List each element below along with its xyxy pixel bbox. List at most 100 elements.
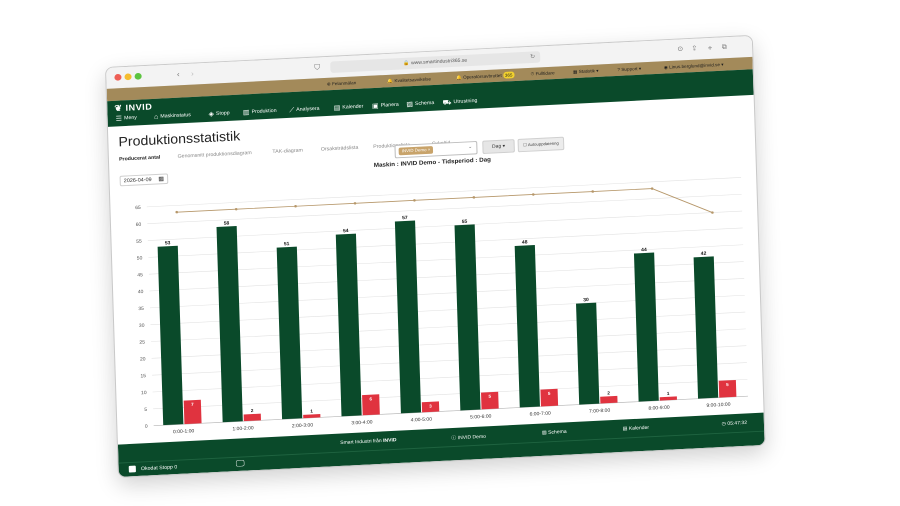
y-tick-label: 15 bbox=[140, 373, 146, 379]
nav-label: Schema bbox=[414, 100, 435, 107]
bar-rejected bbox=[481, 391, 499, 410]
monitor-icon[interactable]: 🖵 bbox=[235, 458, 245, 469]
footer-schedule[interactable]: ▨ Schema bbox=[542, 429, 567, 436]
report-fault-button[interactable]: ⊕ Felanmälan bbox=[327, 79, 357, 87]
bar-rejected-label: 1 bbox=[667, 391, 670, 396]
minimize-window-button[interactable] bbox=[124, 73, 132, 81]
tab-average-production-chart[interactable]: Genomsnitt produktionsdiagram bbox=[177, 150, 252, 160]
bar-rejected bbox=[421, 401, 440, 413]
target-point bbox=[531, 193, 535, 196]
bar-rejected-label: 6 bbox=[369, 396, 372, 401]
target-point bbox=[711, 211, 714, 214]
unknown-stop-checkbox[interactable] bbox=[128, 465, 136, 473]
nav-schedule[interactable]: ▨ Schema bbox=[406, 99, 434, 109]
nav-label: Stopp bbox=[215, 110, 230, 117]
production-chart: 051015202530354045505560655370:00-1:0058… bbox=[135, 177, 748, 435]
machine-select[interactable]: INVID Demo × ⌄ bbox=[394, 140, 478, 159]
truck-icon: ⛟ bbox=[442, 99, 452, 107]
tab-tak-chart[interactable]: TAK-diagram bbox=[272, 147, 303, 155]
clock-icon: ◷ bbox=[721, 421, 727, 428]
x-tick-label: 6:00-7:00 bbox=[529, 411, 551, 418]
nav-label: Utrustning bbox=[453, 98, 478, 105]
browser-window: ‹ › ⛉ 🔒 www.smartindustri365.se ↻ ⊙ ⇪ + … bbox=[105, 34, 766, 478]
bell-icon: 🔔 bbox=[387, 78, 394, 84]
y-tick-label: 50 bbox=[137, 255, 143, 261]
shield-icon[interactable]: ⛉ bbox=[314, 63, 321, 72]
auto-update-toggle[interactable]: ☐ Autouppdatering bbox=[517, 136, 565, 153]
bar-produced bbox=[157, 245, 184, 426]
invid-logo[interactable]: ❦ INVID bbox=[114, 102, 152, 114]
report-fault-label: Felanmälan bbox=[331, 80, 357, 87]
chart-icon: ▥ bbox=[242, 109, 250, 117]
share-icon[interactable]: ⇪ bbox=[691, 45, 698, 53]
statistics-menu[interactable]: ▦ Statistik ▾ bbox=[573, 67, 599, 75]
user-email: Linus.berglund@invid.se ▾ bbox=[669, 62, 724, 70]
target-point bbox=[413, 199, 416, 202]
tab-cause-tree-list[interactable]: Orsaksträdslista bbox=[320, 144, 359, 153]
y-tick-label: 65 bbox=[135, 205, 141, 211]
chevron-down-icon: ⌄ bbox=[467, 144, 473, 150]
gridline bbox=[148, 244, 744, 275]
bar-produced bbox=[454, 224, 481, 411]
bar-produced-label: 53 bbox=[165, 240, 171, 246]
y-tick-label: 60 bbox=[136, 222, 142, 228]
reload-icon[interactable]: ↻ bbox=[530, 54, 536, 61]
x-tick-label: 4:00-5:00 bbox=[411, 417, 433, 424]
bar-produced bbox=[335, 233, 362, 417]
new-tab-icon[interactable]: + bbox=[707, 43, 713, 53]
target-point bbox=[294, 205, 297, 208]
bar-rejected-label: 5 bbox=[548, 391, 551, 396]
bar-rejected-label: 2 bbox=[251, 408, 254, 413]
nav-machine-status[interactable]: ⌂ Maskinstatus bbox=[154, 111, 191, 121]
bar-produced bbox=[276, 246, 303, 420]
bar-produced bbox=[216, 226, 243, 423]
tabs-overview-icon[interactable]: ⧉ bbox=[721, 43, 727, 51]
nav-label: Analysera bbox=[296, 105, 320, 113]
x-tick-label: 2:00-3:00 bbox=[292, 422, 314, 429]
nav-stops[interactable]: ◈ Stopp bbox=[208, 109, 229, 119]
download-icon[interactable]: ⊙ bbox=[677, 45, 684, 53]
footer-time: 05:47:32 bbox=[727, 420, 748, 427]
page-title: Produktionsstatistik bbox=[118, 127, 241, 150]
maximize-window-button[interactable] bbox=[134, 72, 142, 80]
bar-produced-label: 30 bbox=[583, 297, 589, 303]
fulltime-button[interactable]: ⏱ Fulltidare bbox=[531, 69, 555, 77]
nav-analyze[interactable]: ⟋ Analysera bbox=[289, 105, 320, 115]
user-menu[interactable]: ◉ Linus.berglund@invid.se ▾ bbox=[664, 61, 724, 71]
unknown-stop-label: Okodat Stopp 0 bbox=[140, 464, 178, 473]
period-select[interactable]: Dag ▾ bbox=[482, 139, 515, 155]
lock-icon: 🔒 bbox=[403, 60, 410, 67]
close-window-button[interactable] bbox=[114, 73, 122, 81]
gridline bbox=[147, 210, 743, 241]
footer-calendar[interactable]: ▤ Kalender bbox=[623, 425, 650, 432]
leaf-icon: ❦ bbox=[114, 103, 123, 114]
bar-rejected bbox=[718, 379, 737, 398]
calendar-icon: ▤ bbox=[622, 425, 628, 432]
x-tick-label: 9:00-10:00 bbox=[706, 402, 731, 409]
nav-calendar[interactable]: ▤ Kalender bbox=[334, 103, 364, 113]
target-point bbox=[175, 210, 179, 214]
nav-equipment[interactable]: ⛟ Utrustning bbox=[442, 97, 478, 107]
footer-machine-label: INVID Demo bbox=[457, 433, 487, 442]
nav-plan[interactable]: ▣ Planera bbox=[372, 101, 399, 111]
calendar-check-icon: ▨ bbox=[541, 429, 547, 436]
footer-machine[interactable]: ⓘ INVID Demo bbox=[451, 433, 486, 441]
nav-label: Produktion bbox=[251, 108, 277, 115]
operator-interruption-button[interactable]: 🔔 Operatörsavbrottet 365 bbox=[456, 71, 515, 81]
nav-production[interactable]: ▥ Produktion bbox=[243, 107, 277, 117]
bar-produced bbox=[633, 252, 659, 402]
nav-label: Kalender bbox=[342, 103, 364, 111]
tab-produced-count[interactable]: Producerat antal bbox=[118, 154, 161, 163]
target-point bbox=[353, 202, 357, 205]
support-menu[interactable]: ? Support ▾ bbox=[617, 65, 641, 73]
nav-menu[interactable]: ☰ Meny bbox=[116, 114, 137, 124]
y-tick-label: 40 bbox=[138, 289, 144, 295]
bar-rejected bbox=[303, 414, 321, 419]
forward-icon[interactable]: › bbox=[190, 69, 194, 78]
machine-chip[interactable]: INVID Demo × bbox=[398, 145, 434, 156]
plus-circle-icon: ⊕ bbox=[326, 81, 331, 87]
target-point bbox=[650, 187, 654, 190]
back-icon[interactable]: ‹ bbox=[176, 69, 180, 79]
quality-deviation-button[interactable]: 🔔 Kvalitetsavvikelse bbox=[387, 76, 431, 85]
bar-produced-label: 51 bbox=[284, 241, 290, 247]
